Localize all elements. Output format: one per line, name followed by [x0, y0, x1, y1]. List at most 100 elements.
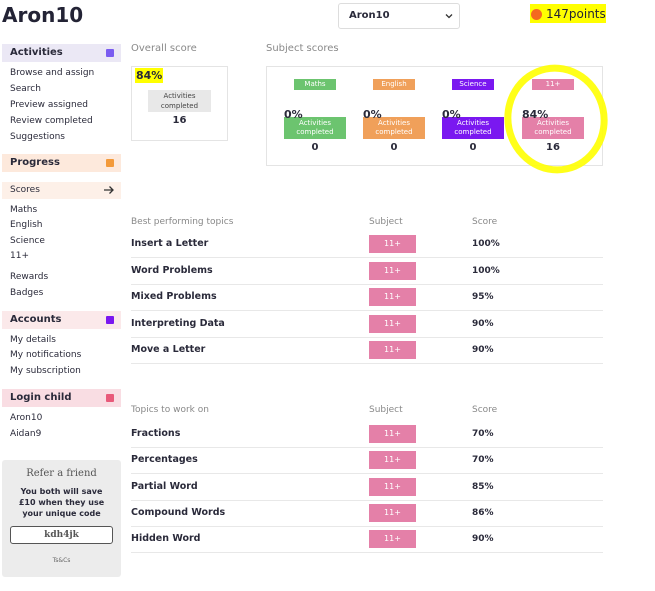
topic: Compound Words — [131, 507, 226, 518]
subject-pill: 11+ — [369, 530, 416, 548]
table-header: Topics to work on — [131, 405, 209, 415]
subjects-title: Subject scores — [266, 43, 339, 54]
child-select-value: Aron10 — [349, 10, 390, 21]
row-separator — [131, 284, 603, 285]
sidebar-link[interactable]: My details — [10, 335, 56, 345]
sidebar-link[interactable]: Rewards — [10, 272, 49, 282]
section-title: Login child — [10, 392, 72, 403]
row-separator — [131, 257, 603, 258]
topic: Word Problems — [131, 265, 213, 276]
row-separator — [131, 526, 603, 527]
table-header: Subject — [369, 405, 403, 415]
arrow-holder — [103, 184, 115, 196]
section-header: Login child — [2, 389, 121, 407]
topic: Partial Word — [131, 481, 198, 492]
score: 95% — [472, 292, 494, 302]
score: 70% — [472, 455, 494, 465]
subject-pill: 11+ — [369, 235, 416, 253]
overall-label: Activities completed — [148, 90, 211, 112]
section-icon — [106, 316, 114, 324]
subject-pill: 11+ — [369, 341, 416, 359]
subject-label: Activities completed — [284, 117, 346, 139]
sidebar-link[interactable]: Scores — [10, 185, 40, 195]
score: 85% — [472, 482, 494, 492]
sidebar-link[interactable]: Aron10 — [10, 413, 43, 423]
subject-percent: 0% — [363, 108, 382, 121]
overall-count: 16 — [172, 115, 187, 126]
chevron — [445, 14, 453, 19]
section-icon — [106, 159, 114, 167]
row-separator — [131, 363, 603, 364]
sidebar-link[interactable]: Badges — [10, 288, 44, 298]
refer-text: You both will save £10 when they use you… — [18, 487, 105, 518]
subject-percent: 0% — [442, 108, 461, 121]
subject-pill: 11+ — [369, 478, 416, 496]
row-separator — [131, 552, 603, 553]
sidebar-link[interactable]: English — [10, 220, 43, 230]
topic: Hidden Word — [131, 533, 201, 544]
subject-pill: 11+ — [369, 504, 416, 522]
subject-pill: English — [373, 79, 415, 90]
subject-percent: 84% — [522, 108, 549, 121]
subject-pill: 11+ — [369, 262, 416, 280]
section-header: Activities — [2, 44, 121, 62]
table-header: Best performing topics — [131, 217, 234, 227]
sidebar-link[interactable]: Maths — [10, 205, 38, 215]
section-title: Activities — [10, 47, 63, 58]
section-header: Progress — [2, 154, 121, 172]
subject-percent: 0% — [284, 108, 303, 121]
arrow-icon — [104, 186, 114, 194]
subject-count: 0 — [469, 142, 477, 153]
sidebar-link[interactable]: 11+ — [10, 251, 29, 261]
overall-title: Overall score — [131, 43, 197, 54]
topic: Mixed Problems — [131, 291, 217, 302]
row-separator — [131, 447, 603, 448]
table-header: Score — [472, 405, 498, 415]
subject-label: Activities completed — [442, 117, 504, 139]
sidebar-link[interactable]: Science — [10, 236, 45, 246]
subject-pill: 11+ — [369, 425, 416, 443]
sidebar-link[interactable]: My notifications — [10, 350, 82, 360]
points-highlight — [530, 4, 606, 23]
score: 86% — [472, 508, 494, 518]
overall-highlight — [135, 68, 163, 83]
overall-percent: 84% — [136, 69, 163, 82]
subject-pill: 11+ — [369, 288, 416, 306]
page-title: Aron10 — [2, 3, 84, 27]
subject-count: 0 — [311, 142, 319, 153]
subject-pill: Science — [452, 79, 494, 90]
table-header: Subject — [369, 217, 403, 227]
subject-count: 16 — [546, 142, 560, 153]
overall-card — [131, 66, 228, 141]
sidebar-link[interactable]: Aidan9 — [10, 429, 42, 439]
topic: Move a Letter — [131, 344, 206, 355]
refer-terms[interactable]: Ts&Cs — [52, 557, 71, 564]
section-icon — [106, 49, 114, 57]
sidebar-link[interactable]: My subscription — [10, 366, 81, 376]
subject-pill: 11+ — [532, 79, 574, 90]
subject-count: 0 — [390, 142, 398, 153]
sidebar-link[interactable]: Search — [10, 84, 41, 94]
sidebar-link[interactable]: Suggestions — [10, 132, 65, 142]
child-select[interactable]: Aron10 — [338, 3, 460, 29]
topic: Percentages — [131, 454, 198, 465]
sidebar-link[interactable]: Browse and assign — [10, 68, 95, 78]
topic: Insert a Letter — [131, 238, 209, 249]
score: 70% — [472, 429, 494, 439]
subject-pill: Maths — [294, 79, 336, 90]
sidebar-link[interactable]: Preview assigned — [10, 100, 88, 110]
score: 100% — [472, 266, 500, 276]
section-title: Accounts — [10, 314, 62, 325]
points: 147points — [546, 7, 606, 21]
row-separator — [131, 310, 603, 311]
refer-title: Refer a friend — [26, 468, 97, 479]
score: 100% — [472, 239, 500, 249]
sidebar-link[interactable]: Review completed — [10, 116, 93, 126]
row-separator — [131, 473, 603, 474]
row-separator — [131, 337, 603, 338]
topic: Fractions — [131, 428, 181, 439]
subject-label: Activities completed — [363, 117, 425, 139]
section-header: Accounts — [2, 311, 121, 329]
refer-code: kdh4jk — [10, 526, 113, 544]
